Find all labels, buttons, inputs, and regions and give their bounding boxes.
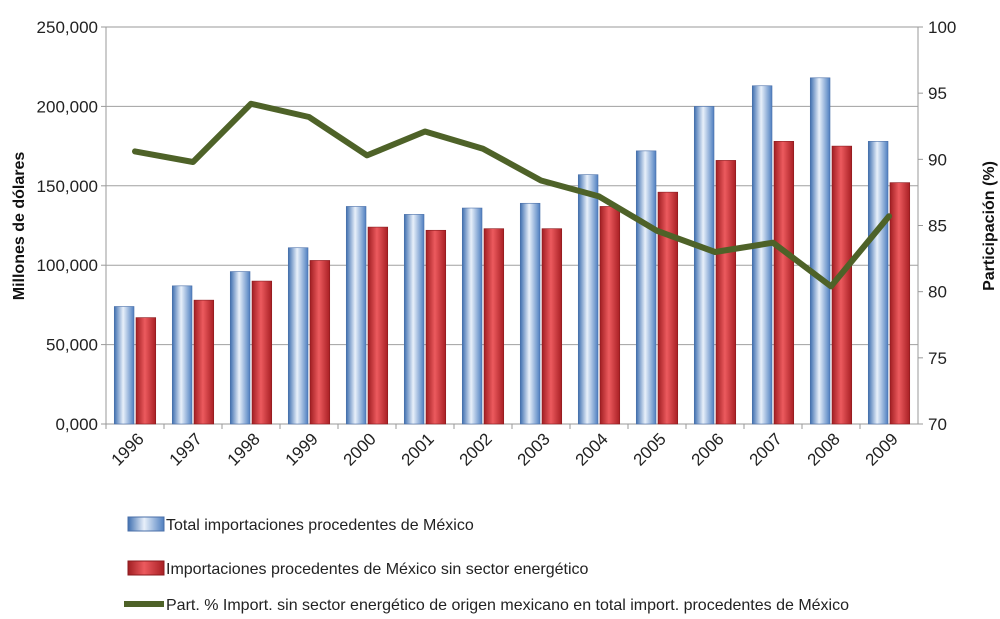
y-right-tick-label: 100 [928,18,956,37]
legend-swatch-sin-energetico [127,560,165,576]
x-tick-label: 2004 [572,429,612,469]
bar-sin-energetico [599,206,621,425]
x-tick-label: 2003 [514,429,554,469]
bar-total [867,141,889,425]
bar-total [635,150,657,425]
legend-label-participacion: Part. % Import. sin sector energético de… [166,597,849,614]
bar-sin-energetico [309,260,331,425]
bar-total [519,202,541,425]
bar-total [113,306,135,425]
x-tick-label: 2002 [456,429,496,469]
bar-sin-energetico [715,160,737,425]
x-tick-label: 2009 [862,429,902,469]
x-tick-label: 2005 [630,429,670,469]
y-right-tick-label: 90 [928,150,947,169]
bar-sin-energetico [889,182,911,425]
participation-line [132,100,892,290]
legend-item-total: Total importaciones procedentes de Méxic… [127,516,474,534]
y-right-tick-label: 80 [928,283,947,302]
bar-total [345,206,367,425]
bar-sin-energetico [193,299,215,425]
x-tick-label: 2007 [746,429,786,469]
x-tick-label: 1996 [108,429,148,469]
bar-sin-energetico [773,141,795,425]
bar-total [577,174,599,425]
legend-swatch-total [127,516,165,532]
y-left-tick-label: 250,000 [37,18,98,37]
y-right-tick-label: 85 [928,217,947,236]
y-axis-left-title: Millones de dólares [11,152,28,301]
bar-total [287,247,309,425]
bar-total [809,77,831,425]
y-left-tick-label: 0,000 [55,415,98,434]
bar-total [693,106,715,425]
x-tick-label: 2006 [688,429,728,469]
y-left-tick-label: 150,000 [37,177,98,196]
legend-item-sin-energetico: Importaciones procedentes de México sin … [127,560,589,578]
x-tick-label: 2008 [804,429,844,469]
bar-sin-energetico [483,228,505,425]
bar-total [461,207,483,425]
bar-total [229,271,251,425]
plot-border [105,26,919,425]
bar-total [403,214,425,425]
bar-sin-energetico [657,191,679,425]
line-layer [132,100,892,290]
y-axis-right-title: Participación (%) [981,161,998,291]
bar-total [171,285,193,425]
y-right-tick-label: 75 [928,349,947,368]
x-tick-label: 2000 [340,429,380,469]
y-right-tick-label: 95 [928,84,947,103]
bar-sin-energetico [135,317,157,425]
x-tick-label: 1997 [166,429,206,469]
bar-sin-energetico [367,226,389,425]
bar-sin-energetico [251,280,273,425]
legend-label-total: Total importaciones procedentes de Méxic… [166,517,474,534]
bar-total [751,85,773,425]
x-tick-label: 1999 [282,429,322,469]
legend-item-participacion: Part. % Import. sin sector energético de… [124,597,849,614]
plot-area [105,26,919,425]
bars [113,77,911,425]
y-left-tick-label: 100,000 [37,256,98,275]
x-tick-label: 1998 [224,429,264,469]
x-tick-label: 2001 [398,429,438,469]
legend-label-sin-energetico: Importaciones procedentes de México sin … [166,561,589,578]
gridlines [106,105,918,346]
legend: Total importaciones procedentes de Méxic… [124,516,849,614]
bar-sin-energetico [541,228,563,425]
y-left-tick-label: 200,000 [37,97,98,116]
y-axis-left-ticks: 0,000 50,000 100,000 150,000 200,000 250,000 [37,18,106,434]
y-axis-right-ticks: 70 75 80 85 90 95 100 [918,18,956,434]
y-left-tick-label: 50,000 [46,336,98,355]
y-right-tick-label: 70 [928,415,947,434]
bar-sin-energetico [425,229,447,425]
x-axis-ticks: 1996 1997 1998 1999 2000 2001 2002 2003 2004 2005… [105,424,902,470]
